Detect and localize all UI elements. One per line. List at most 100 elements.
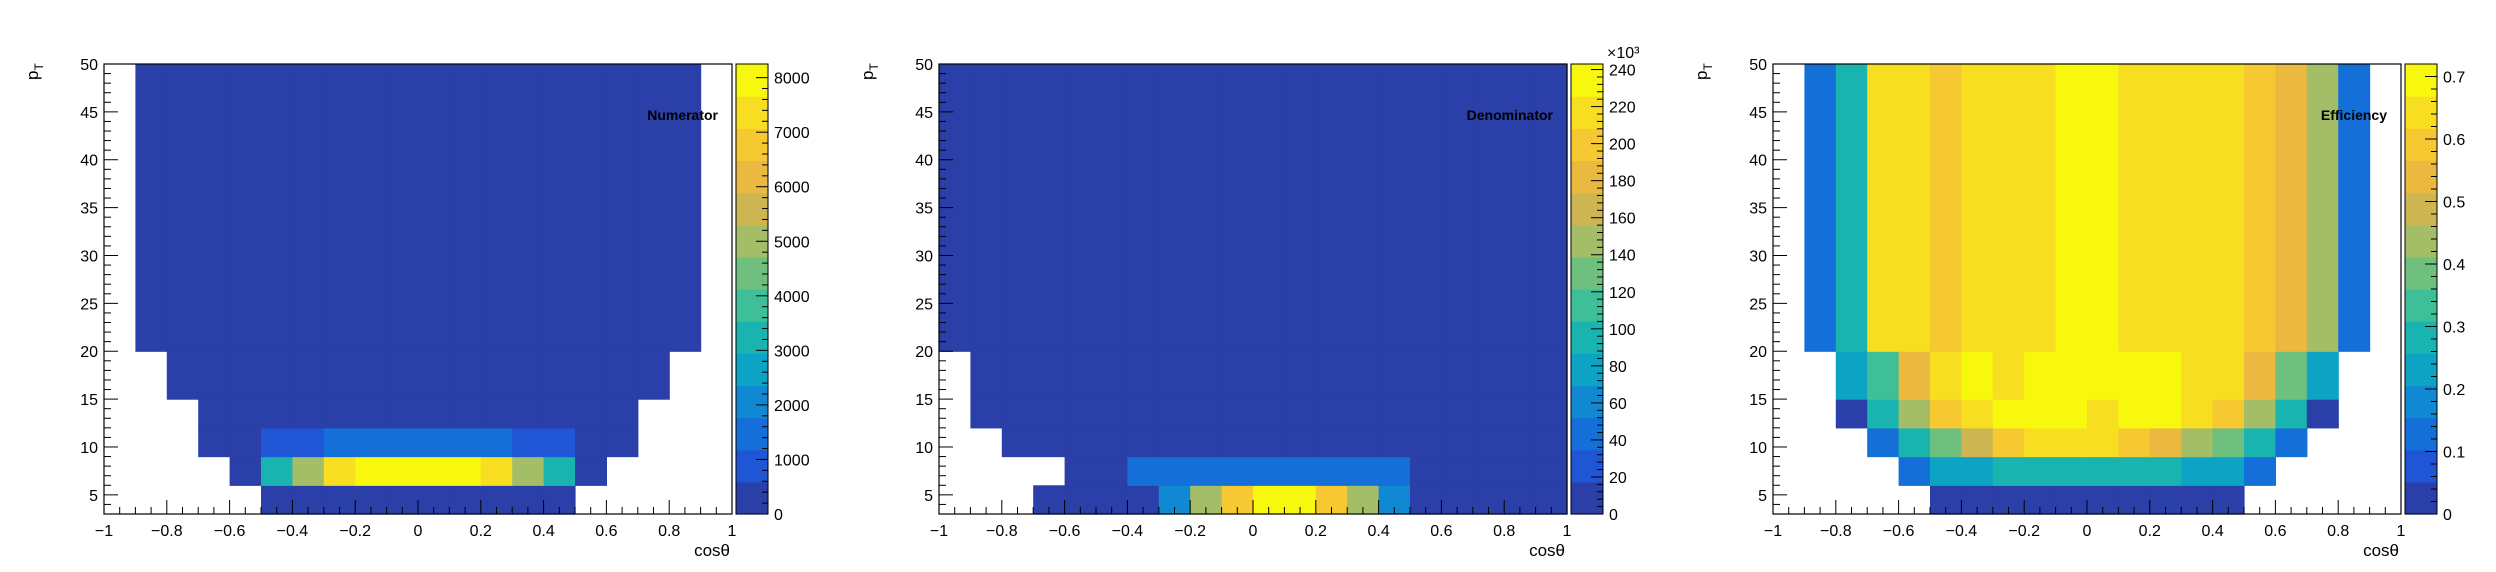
heatmap-cell	[2118, 427, 2151, 458]
heatmap-cell	[2149, 427, 2182, 458]
heatmap-cell	[1033, 427, 1066, 458]
heatmap-cell	[512, 399, 545, 429]
heatmap-cell	[1158, 399, 1191, 429]
y-axis: 5 10 15 20 25 30 35 40 45 50	[915, 57, 953, 515]
heatmap-cell	[2244, 351, 2276, 400]
y-tick-label: 25	[915, 296, 933, 313]
heatmap-cell	[2275, 399, 2308, 429]
heatmap-cell	[292, 456, 325, 486]
heatmap-cell	[480, 351, 513, 400]
color-bar-segment	[2405, 481, 2437, 515]
heatmap-cell	[637, 351, 670, 400]
color-bar: 0 20 40 60 80 100 120 140 160 180 200 220 240×10³	[1570, 45, 1640, 524]
x-tick-label: 1	[1563, 523, 1572, 540]
heatmap-cell	[2181, 399, 2214, 429]
heatmap-cell	[637, 64, 670, 352]
y-tick-label: 30	[1749, 248, 1767, 265]
heatmap-cell	[323, 456, 356, 486]
heatmap-cell	[292, 399, 325, 429]
heatmap-cell	[292, 427, 325, 458]
x-tick-label: −0.8	[986, 523, 1018, 540]
y-tick-label: 35	[915, 201, 933, 218]
heatmap-cell	[1898, 399, 1931, 429]
x-tick-label: 0.2	[2139, 523, 2161, 540]
heatmap-cell	[1096, 427, 1128, 458]
heatmap-cell	[418, 64, 450, 352]
x-tick-label: −0.2	[1174, 523, 1206, 540]
y-tick-label: 50	[1749, 57, 1767, 74]
x-tick-label: 0.6	[1430, 523, 1452, 540]
heatmap-cell	[1378, 64, 1411, 352]
heatmap-cell	[2275, 351, 2308, 400]
heatmap-cell	[386, 64, 419, 352]
heatmap-cell	[1001, 427, 1034, 458]
heatmap-cell	[2244, 399, 2276, 429]
color-bar-segment	[2405, 417, 2437, 451]
heatmap-cell	[1930, 399, 1962, 429]
heatmap-cell	[1190, 427, 1223, 458]
heatmap-cell	[2181, 427, 2214, 458]
heatmap-cell	[2024, 456, 2057, 486]
color-bar-segment	[736, 449, 768, 483]
panel-title: Numerator	[647, 107, 718, 123]
x-axis: −1 −0.8 −0.6 −0.4 −0.2 0 0.2 0.4 0.6 0.8 1	[95, 500, 737, 540]
heatmap-cell	[575, 456, 607, 486]
x-tick-label: 0.8	[658, 523, 680, 540]
heatmap-cell	[2149, 456, 2182, 486]
heatmap-cell	[2087, 399, 2119, 429]
color-bar-segment	[736, 64, 768, 97]
x-tick-label: −0.4	[277, 523, 309, 540]
heatmap-cell	[1315, 64, 1348, 352]
heatmap-cell	[2055, 399, 2088, 429]
y-tick-label: 5	[89, 488, 98, 505]
heatmap-cell	[229, 427, 262, 458]
x-tick-label: −0.2	[2008, 523, 2040, 540]
heatmap-cell	[1001, 351, 1034, 400]
y-tick-label: 5	[924, 488, 933, 505]
color-bar-segment	[2405, 449, 2437, 483]
heatmap-cell	[449, 64, 482, 352]
heatmap-cell	[1441, 427, 1474, 458]
y-tick-label: 40	[1749, 153, 1767, 170]
heatmap-cell	[386, 351, 419, 400]
color-bar-segment	[1571, 224, 1603, 258]
heatmap-cell	[2306, 399, 2339, 429]
heatmap-cell	[1441, 64, 1474, 352]
heatmap-cell	[1535, 427, 1568, 458]
heatmap-cell	[1158, 427, 1191, 458]
y-tick-label: 15	[80, 392, 98, 409]
heatmap-cell	[1992, 456, 2025, 486]
heatmap-cell	[386, 399, 419, 429]
heatmap-cell	[2087, 427, 2119, 458]
heatmap-cell	[1158, 456, 1191, 486]
x-tick-label: −1	[95, 523, 113, 540]
y-tick-label: 35	[80, 201, 98, 218]
x-tick-label: 1	[2397, 523, 2406, 540]
heatmap-cell	[1378, 399, 1411, 429]
heatmap-cell	[1096, 456, 1128, 486]
heatmap-cell	[1033, 399, 1066, 429]
heatmap-cell	[1441, 351, 1474, 400]
heatmap-cell	[386, 427, 419, 458]
heatmap-cell	[512, 427, 545, 458]
z-tick-label: 140	[1609, 248, 1636, 265]
color-bar-segment	[2405, 224, 2437, 258]
heatmap-cell	[1347, 64, 1380, 352]
heatmap-cell	[1096, 64, 1128, 352]
heatmap-cell	[1347, 399, 1380, 429]
heatmap-cell	[2212, 456, 2245, 486]
heatmap-cell	[1253, 399, 1285, 429]
z-tick-label: 7000	[774, 125, 810, 142]
color-bar-segment	[1571, 289, 1603, 322]
heatmap-cell	[1504, 351, 1537, 400]
heatmap-cell	[1504, 456, 1537, 486]
heatmap-cell	[480, 456, 513, 486]
heatmap-cell	[1064, 64, 1097, 352]
color-bar-segment	[736, 481, 768, 515]
y-tick-label: 10	[915, 440, 933, 457]
heatmap-cell	[229, 351, 262, 400]
z-tick-label: 200	[1609, 137, 1636, 154]
heatmap-cell	[480, 427, 513, 458]
